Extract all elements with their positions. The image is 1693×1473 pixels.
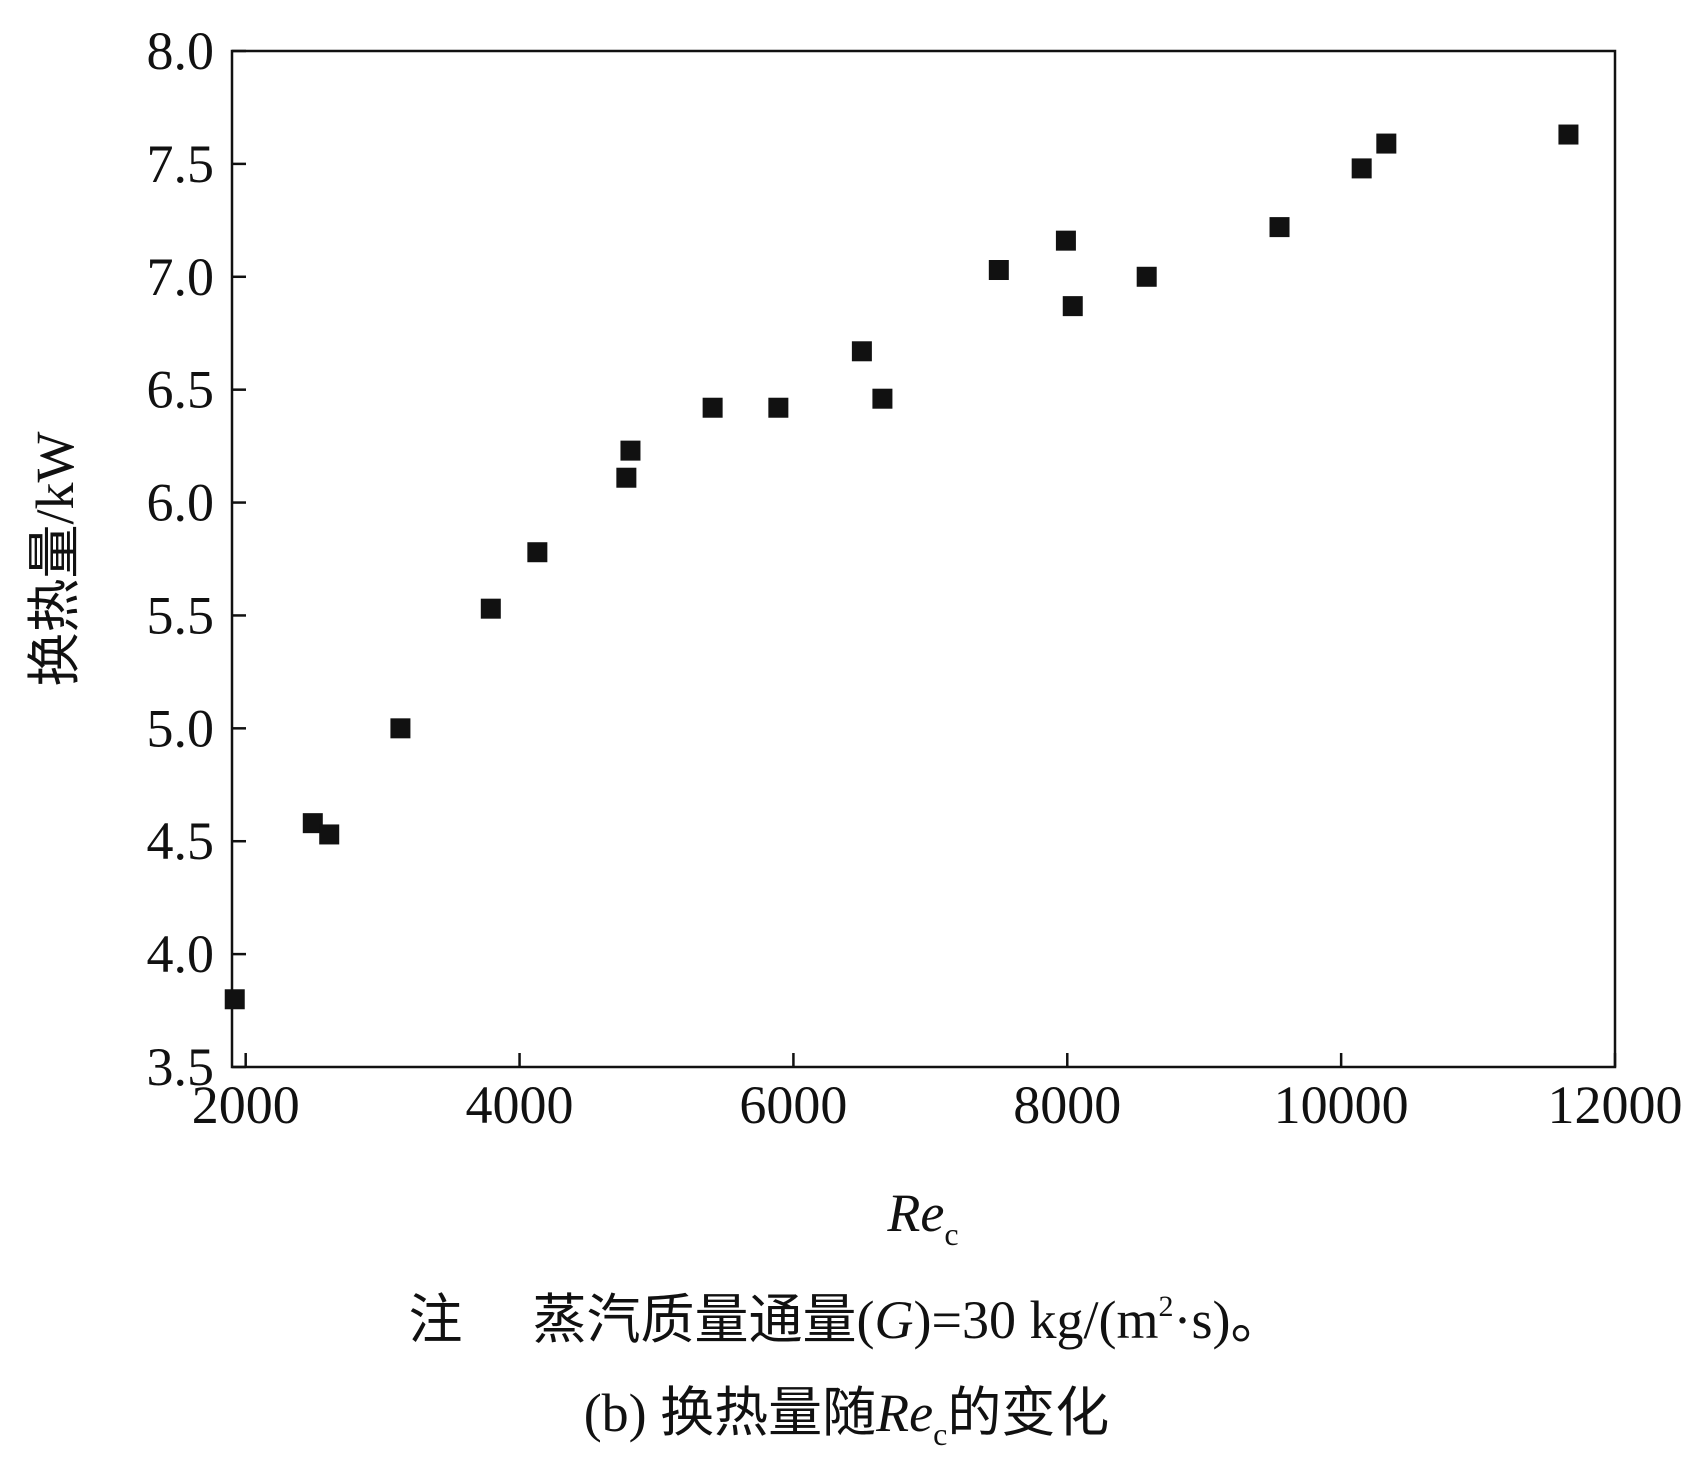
data-point xyxy=(527,542,548,563)
data-point xyxy=(1558,124,1579,145)
data-point xyxy=(768,397,789,418)
y-tick-label: 5.5 xyxy=(147,585,215,645)
caption-subscript: c xyxy=(933,1416,948,1452)
y-axis: 3.5 4.0 4.5 5.0 5.5 6.0 6.5 7.0 7.5 8.0 xyxy=(147,21,246,1097)
data-point xyxy=(480,598,501,619)
data-point xyxy=(1055,230,1076,251)
x-tick-label: 12000 xyxy=(1548,1075,1683,1135)
data-point xyxy=(616,467,637,488)
caption-text-end: 的变化 xyxy=(947,1383,1110,1443)
data-point xyxy=(1376,133,1397,154)
y-tick-label: 6.5 xyxy=(147,360,215,420)
y-tick-label: 4.0 xyxy=(147,924,215,984)
chart-note: 注 蒸汽质量通量(G)=30 kg/(m2·s)。 xyxy=(0,1275,1693,1354)
y-tick-label: 5.0 xyxy=(147,698,215,758)
data-point xyxy=(1269,217,1290,238)
data-point xyxy=(1062,296,1083,317)
y-axis-title: 换热量/kW xyxy=(25,431,85,686)
data-point xyxy=(1351,158,1372,179)
note-text-end: ·s)。 xyxy=(1173,1290,1285,1350)
data-point xyxy=(872,388,893,409)
note-superscript: 2 xyxy=(1158,1290,1174,1323)
y-tick-label: 8.0 xyxy=(147,21,215,81)
note-variable: G xyxy=(874,1290,914,1350)
data-point xyxy=(988,260,1009,281)
data-point xyxy=(620,440,641,461)
x-axis-title: Rec xyxy=(886,1183,958,1252)
data-points xyxy=(224,124,1579,1010)
plot-frame xyxy=(230,49,1617,1069)
data-point xyxy=(702,397,723,418)
y-tick-label: 6.0 xyxy=(147,473,215,533)
data-point xyxy=(851,341,872,362)
x-tick-label: 2000 xyxy=(192,1075,300,1135)
scatter-chart: 3.5 4.0 4.5 5.0 5.5 6.0 6.5 7.0 7.5 8.0 2000 4000 6… xyxy=(25,21,1683,1252)
x-axis: 2000 4000 6000 8000 10000 12000 xyxy=(192,1053,1683,1135)
x-tick-label: 10000 xyxy=(1274,1075,1409,1135)
data-point xyxy=(224,989,245,1010)
figure-caption: (b) 换热量随Rec的变化 xyxy=(0,1368,1693,1453)
note-prefix: 注 xyxy=(408,1290,463,1350)
x-tick-label: 4000 xyxy=(466,1075,574,1135)
y-tick-label: 4.5 xyxy=(147,811,215,871)
data-point xyxy=(302,813,323,834)
y-tick-label: 3.5 xyxy=(147,1037,215,1097)
y-tick-label: 7.5 xyxy=(147,134,215,194)
x-tick-label: 6000 xyxy=(739,1075,847,1135)
data-point xyxy=(390,718,411,739)
caption-variable: Re xyxy=(876,1383,934,1443)
y-tick-label: 7.0 xyxy=(147,247,215,307)
data-point xyxy=(319,824,340,845)
x-tick-label: 8000 xyxy=(1013,1075,1121,1135)
caption-text-start: (b) 换热量随 xyxy=(583,1383,877,1443)
data-point xyxy=(1136,266,1157,287)
note-text-middle: )=30 kg/(m xyxy=(913,1290,1159,1350)
note-text-start: 蒸汽质量通量( xyxy=(532,1290,875,1350)
